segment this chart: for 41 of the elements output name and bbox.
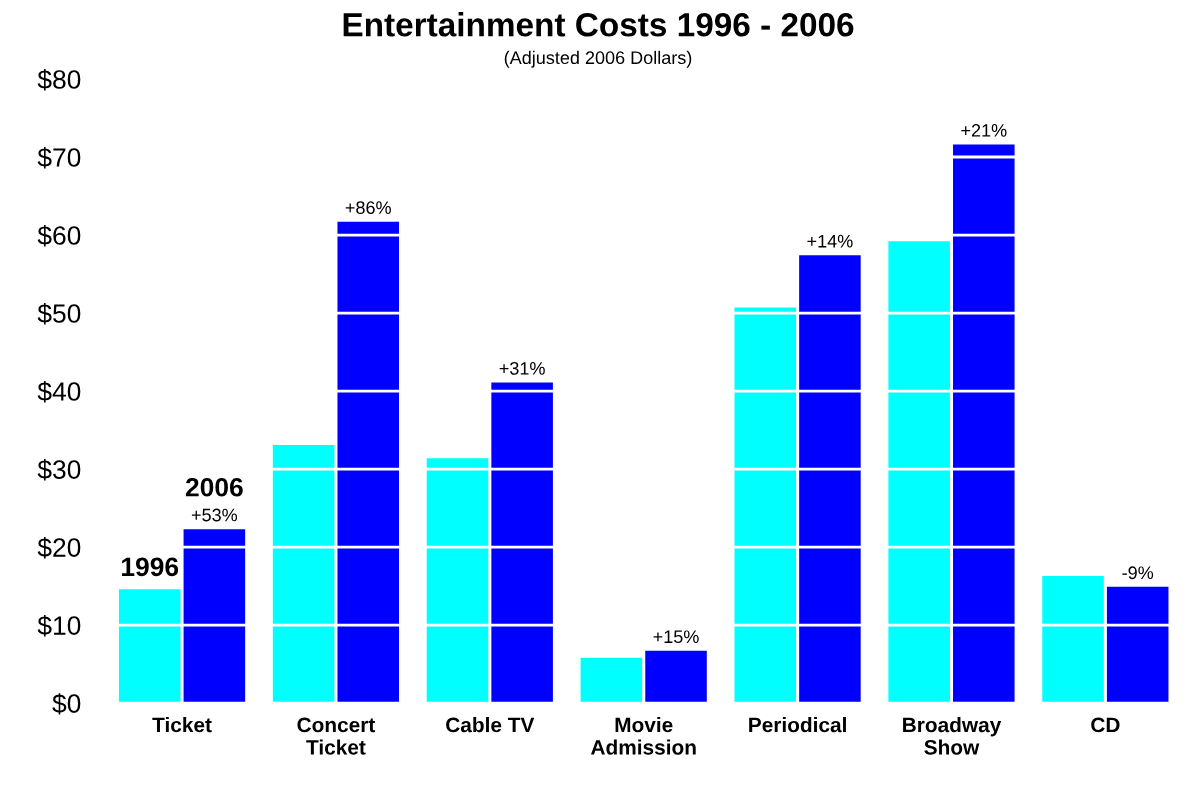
x-tick-label: Periodical	[749, 716, 846, 733]
y-tick-label: $70	[37, 147, 81, 169]
bar	[426, 458, 489, 704]
x-tick-label: Concert Ticket	[297, 717, 376, 755]
annotation: +31%	[499, 361, 545, 375]
y-tick-label: $40	[37, 381, 81, 403]
annotation: +53%	[191, 508, 238, 522]
annotation: +86%	[345, 201, 391, 215]
bar	[337, 221, 400, 704]
bar	[888, 241, 950, 704]
chart-title: Entertainment Costs 1996 - 2006	[343, 12, 854, 37]
series-label: 1996	[122, 557, 179, 577]
annotation: +14%	[807, 234, 853, 248]
x-tick-label: CD	[1091, 717, 1120, 733]
y-tick-label: $20	[37, 537, 81, 559]
bar	[118, 589, 181, 704]
y-tick-label: $10	[37, 615, 81, 637]
bar	[734, 307, 797, 704]
bar	[183, 529, 246, 704]
bar	[799, 255, 861, 704]
x-tick-label: Ticket	[152, 716, 212, 733]
y-tick-label: $60	[37, 225, 81, 247]
x-tick-label: Broadway Show	[903, 716, 1002, 755]
bar	[580, 657, 643, 704]
y-tick-label: $80	[37, 69, 81, 91]
bar	[491, 382, 553, 704]
bar	[272, 444, 335, 704]
annotation: +21%	[961, 124, 1007, 137]
bar	[1106, 586, 1169, 704]
bar	[1042, 575, 1104, 704]
annotation: -9%	[1122, 566, 1154, 580]
bar	[645, 650, 707, 704]
x-tick-label: Movie Admission	[590, 716, 696, 755]
annotation: +15%	[653, 630, 699, 644]
bar	[953, 144, 1015, 704]
chart-subtitle: (Adjusted 2006 Dollars)	[504, 50, 692, 68]
y-tick-label: $50	[37, 303, 81, 325]
x-tick-label: Cable TV	[446, 716, 535, 733]
y-tick-label: $30	[37, 459, 81, 481]
series-label: 2006	[185, 477, 243, 497]
y-tick-label: $0	[52, 693, 81, 715]
